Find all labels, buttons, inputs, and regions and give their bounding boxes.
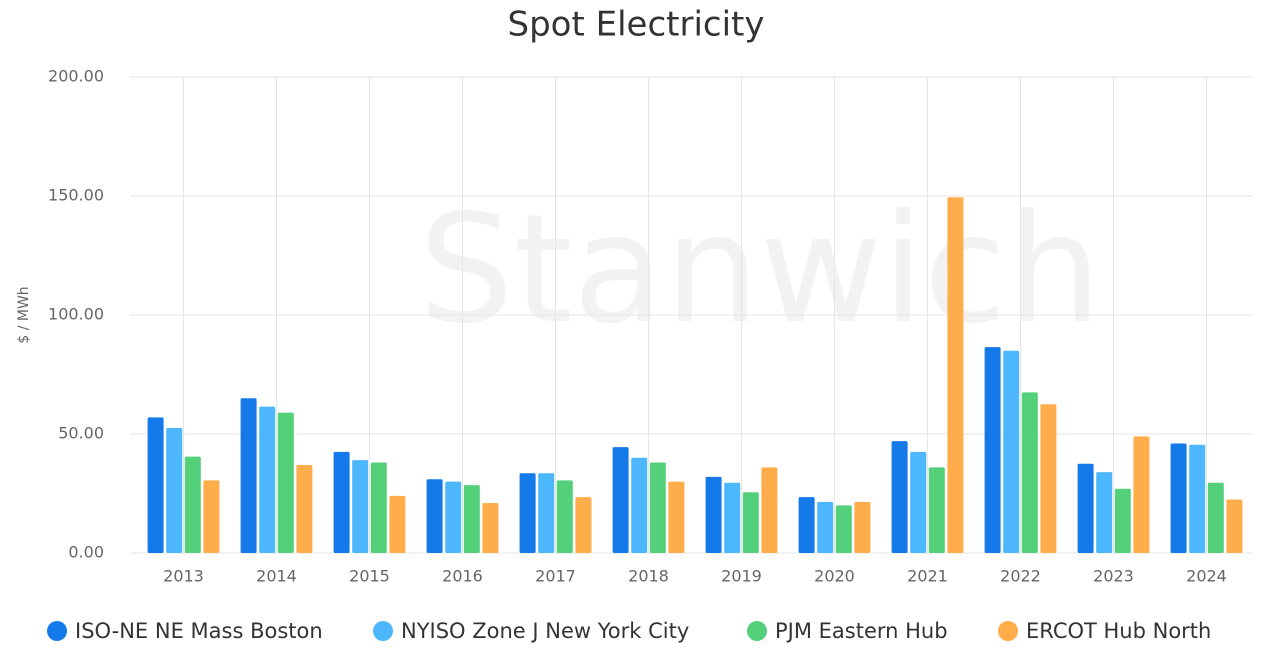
y-axis-title: $ / MWh — [16, 286, 32, 343]
bar — [556, 480, 573, 553]
x-tick-label: 2020 — [814, 567, 855, 586]
bar — [333, 451, 350, 553]
x-tick-label: 2016 — [442, 567, 483, 586]
bar — [1096, 472, 1113, 553]
bar — [798, 497, 815, 553]
legend-label: PJM Eastern Hub — [775, 619, 948, 643]
x-tick-label: 2019 — [721, 567, 762, 586]
bar — [519, 473, 536, 553]
bar — [854, 501, 871, 553]
legend-marker — [373, 621, 393, 641]
bar — [147, 417, 164, 553]
bar — [426, 479, 443, 553]
x-tick-label: 2022 — [1000, 567, 1041, 586]
legend-label: ISO-NE NE Mass Boston — [75, 619, 323, 643]
bar — [910, 451, 927, 553]
y-tick-label: 100.00 — [48, 305, 104, 324]
bar — [631, 457, 648, 553]
bar — [984, 347, 1001, 553]
bar — [370, 462, 387, 553]
y-tick-label: 50.00 — [58, 424, 104, 443]
legend-label: NYISO Zone J New York City — [401, 619, 689, 643]
bar — [463, 485, 480, 553]
legend-marker — [747, 621, 767, 641]
y-tick-label: 150.00 — [48, 186, 104, 205]
bar — [482, 503, 499, 553]
bar — [1021, 392, 1038, 553]
bar — [296, 464, 313, 553]
bar — [1170, 443, 1187, 553]
bar — [445, 481, 462, 553]
bar — [891, 441, 908, 553]
bar — [1133, 436, 1150, 553]
bar — [389, 495, 406, 553]
bar — [259, 406, 276, 553]
bar — [742, 492, 759, 553]
x-tick-label: 2014 — [256, 567, 297, 586]
y-tick-label: 200.00 — [48, 67, 104, 86]
bar — [1077, 463, 1094, 553]
bar — [1226, 499, 1243, 553]
bar — [203, 480, 220, 553]
x-tick-label: 2013 — [163, 567, 204, 586]
bar — [668, 481, 685, 553]
y-tick-label: 0.00 — [68, 543, 104, 562]
watermark: Stanwich — [419, 183, 1102, 357]
bar — [240, 398, 257, 553]
x-tick-label: 2018 — [628, 567, 669, 586]
legend-marker — [998, 621, 1018, 641]
bar — [612, 447, 629, 553]
chart-title: Spot Electricity — [508, 5, 765, 45]
legend-label: ERCOT Hub North — [1026, 619, 1211, 643]
bar — [575, 497, 592, 553]
bar — [1114, 488, 1131, 553]
bar — [277, 412, 294, 553]
x-tick-label: 2024 — [1186, 567, 1227, 586]
bar — [184, 456, 201, 553]
bar — [724, 482, 741, 553]
bar — [761, 467, 778, 553]
bar — [1003, 350, 1020, 553]
bar — [166, 428, 183, 553]
bar — [352, 460, 369, 553]
bar — [538, 473, 555, 553]
bar — [1207, 482, 1224, 553]
legend-marker — [47, 621, 67, 641]
x-tick-label: 2021 — [907, 567, 948, 586]
bar — [1040, 404, 1057, 553]
x-tick-label: 2015 — [349, 567, 390, 586]
bar — [947, 197, 964, 553]
bar — [835, 505, 852, 553]
bar — [928, 467, 945, 553]
bar — [1189, 444, 1206, 553]
x-tick-label: 2017 — [535, 567, 576, 586]
bar — [817, 501, 834, 553]
bar — [649, 462, 666, 553]
x-tick-label: 2023 — [1093, 567, 1134, 586]
bar — [705, 476, 722, 553]
